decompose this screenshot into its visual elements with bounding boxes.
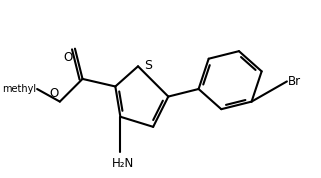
Text: Br: Br bbox=[288, 75, 301, 88]
Text: H₂N: H₂N bbox=[112, 157, 134, 170]
Text: S: S bbox=[144, 59, 152, 72]
Text: O: O bbox=[49, 87, 58, 100]
Text: O: O bbox=[63, 51, 73, 64]
Text: methyl: methyl bbox=[2, 84, 36, 94]
